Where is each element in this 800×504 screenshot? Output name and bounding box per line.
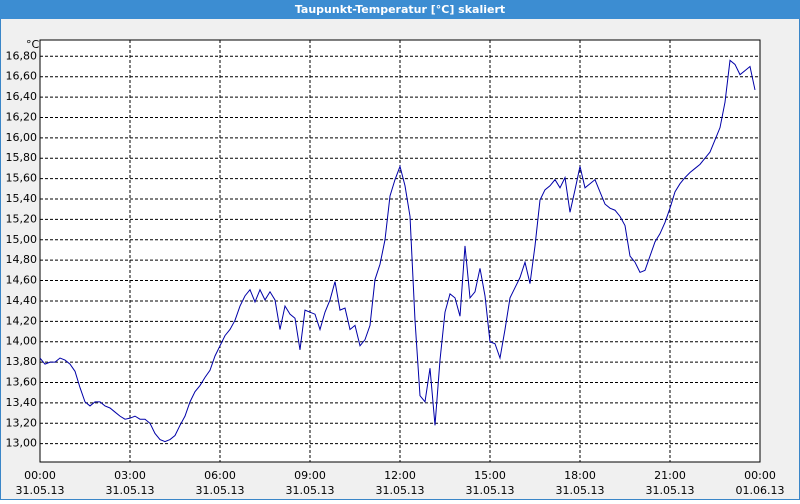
x-tick-label: 21:00 xyxy=(654,469,686,482)
y-tick-label: 16,80 xyxy=(6,49,38,62)
y-tick-label: 15,60 xyxy=(6,172,38,185)
x-tick-date: 31.05.13 xyxy=(196,484,245,497)
y-unit: °C xyxy=(26,38,40,51)
x-tick-date: 31.05.13 xyxy=(106,484,155,497)
x-tick-date: 31.05.13 xyxy=(286,484,335,497)
y-tick-label: 13,40 xyxy=(6,396,38,409)
y-tick-label: 15,00 xyxy=(6,233,38,246)
x-tick-label: 15:00 xyxy=(474,469,506,482)
y-tick-label: 14,20 xyxy=(6,314,38,327)
y-tick-label: 15,80 xyxy=(6,151,38,164)
x-tick-label: 00:00 xyxy=(24,469,56,482)
y-tick-label: 14,60 xyxy=(6,274,38,287)
y-tick-label: 13,20 xyxy=(6,416,38,429)
y-tick-label: 15,40 xyxy=(6,192,38,205)
x-tick-date: 31.05.13 xyxy=(646,484,695,497)
y-tick-label: 13,00 xyxy=(6,437,38,450)
x-tick-label: 03:00 xyxy=(114,469,146,482)
data-line xyxy=(39,59,756,443)
x-tick-date: 31.05.13 xyxy=(16,484,65,497)
y-tick-label: 14,80 xyxy=(6,253,38,266)
y-tick-label: 16,40 xyxy=(6,90,38,103)
y-tick-label: 13,60 xyxy=(6,375,38,388)
x-tick-date: 31.05.13 xyxy=(466,484,515,497)
y-tick-label: 13,80 xyxy=(6,355,38,368)
x-tick-date: 01.06.13 xyxy=(736,484,785,497)
x-tick-label: 00:00 xyxy=(744,469,776,482)
y-tick-label: 16,20 xyxy=(6,110,38,123)
y-tick-label: 14,00 xyxy=(6,335,38,348)
y-tick-label: 16,00 xyxy=(6,131,38,144)
x-tick-label: 12:00 xyxy=(384,469,416,482)
x-tick-label: 09:00 xyxy=(294,469,326,482)
y-tick-label: 16,60 xyxy=(6,70,38,83)
x-tick-date: 31.05.13 xyxy=(376,484,425,497)
x-tick-label: 18:00 xyxy=(564,469,596,482)
x-tick-label: 06:00 xyxy=(204,469,236,482)
chart-title: Taupunkt-Temperatur [°C] skaliert xyxy=(295,3,505,16)
y-tick-label: 14,40 xyxy=(6,294,38,307)
y-tick-label: 15,20 xyxy=(6,212,38,225)
x-tick-date: 31.05.13 xyxy=(556,484,605,497)
title-bar xyxy=(0,0,800,19)
